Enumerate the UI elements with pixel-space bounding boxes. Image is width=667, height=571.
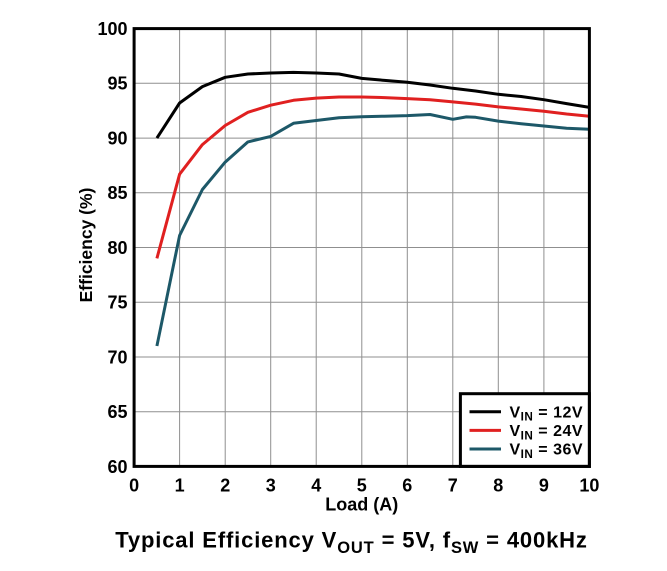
svg-text:9: 9	[539, 476, 549, 496]
svg-text:90: 90	[107, 129, 127, 149]
svg-text:5: 5	[357, 476, 367, 496]
svg-text:VIN = 36V: VIN = 36V	[510, 442, 584, 461]
svg-text:Typical Efficiency VOUT = 5V,: Typical Efficiency VOUT = 5V, fSW = 400k…	[115, 528, 588, 557]
svg-text:8: 8	[493, 476, 503, 496]
svg-text:VIN = 12V: VIN = 12V	[510, 404, 584, 423]
svg-text:65: 65	[107, 402, 127, 422]
svg-text:75: 75	[107, 293, 127, 313]
svg-text:10: 10	[579, 476, 599, 496]
svg-text:Load (A): Load (A)	[325, 495, 398, 515]
svg-text:3: 3	[266, 476, 276, 496]
svg-text:VIN = 24V: VIN = 24V	[510, 423, 584, 442]
svg-text:7: 7	[448, 476, 458, 496]
svg-text:6: 6	[402, 476, 412, 496]
svg-text:1: 1	[175, 476, 185, 496]
svg-text:0: 0	[129, 476, 139, 496]
svg-text:70: 70	[107, 347, 127, 367]
svg-text:Efficiency (%): Efficiency (%)	[76, 188, 96, 303]
svg-text:80: 80	[107, 238, 127, 258]
svg-text:85: 85	[107, 183, 127, 203]
svg-text:100: 100	[97, 19, 127, 39]
svg-text:2: 2	[220, 476, 230, 496]
svg-text:95: 95	[107, 74, 127, 94]
svg-text:60: 60	[107, 457, 127, 477]
svg-text:4: 4	[311, 476, 321, 496]
